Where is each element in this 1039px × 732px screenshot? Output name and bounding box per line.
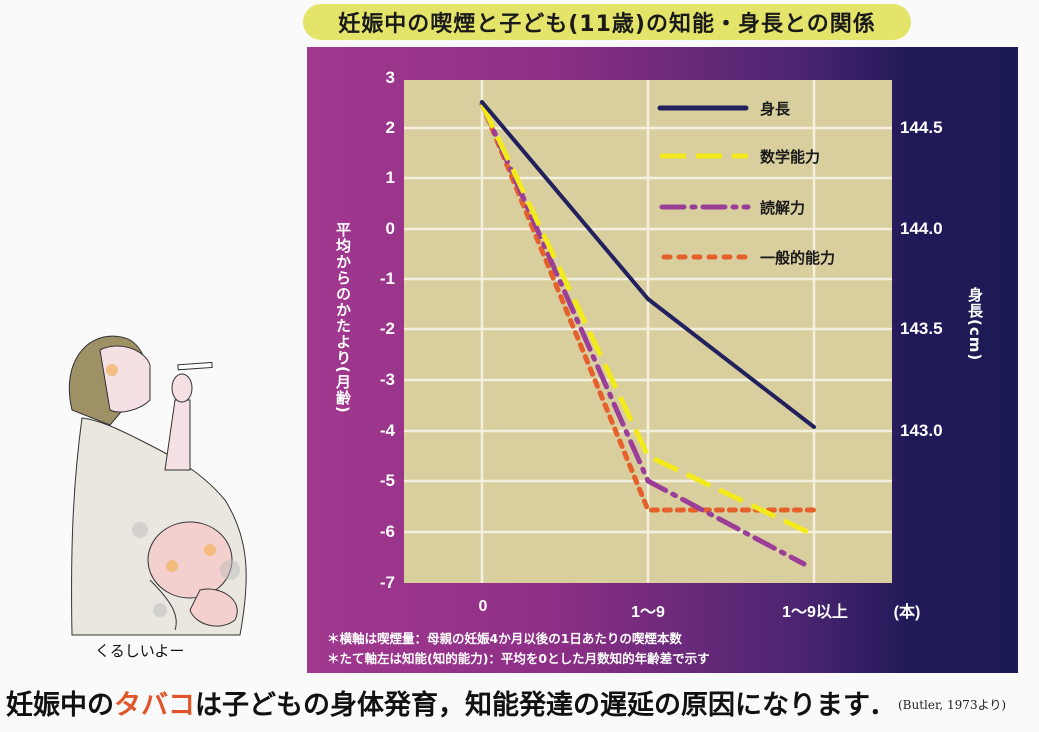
- x-axis-unit: (本): [893, 604, 921, 621]
- ytick: -3: [379, 370, 395, 389]
- legend-item-reading: 読解力: [760, 192, 990, 222]
- legend-item-math: 数学能力: [760, 141, 990, 171]
- ytick: 1: [385, 168, 395, 187]
- ytick: 0: [385, 219, 395, 238]
- series-math: [479, 102, 816, 538]
- footer-text: 妊娠中の: [6, 690, 114, 721]
- ytick: -7: [379, 573, 395, 592]
- legend-label: 読解力: [760, 198, 806, 217]
- ytick: -4: [379, 421, 395, 440]
- legend-label: 身長: [760, 99, 791, 118]
- footnote: ＊横軸は喫煙量：母親の妊娠4か月以後の1日あたりの喫煙本数: [327, 631, 682, 646]
- ytick: -5: [379, 471, 395, 490]
- ytick-right: 144.5: [900, 118, 943, 137]
- legend-label: 数学能力: [760, 147, 821, 166]
- footnote: ＊たて軸左は知能(知的能力)：平均を0とした月数知的年齢差で示す: [327, 651, 710, 666]
- y-axis-label-right: 身長(cm): [966, 287, 984, 362]
- gridlines: [404, 80, 892, 583]
- footer-text: は子どもの身体発育，知能発達の遅延の原因になります．: [195, 690, 896, 721]
- xtick: 1〜9以上: [782, 604, 848, 621]
- legend-label: 一般的能力: [760, 248, 836, 267]
- chart-title: 妊娠中の喫煙と子ども(11歳)の知能・身長との関係: [303, 4, 911, 40]
- xtick: 1〜9: [631, 604, 665, 621]
- ytick: -2: [379, 319, 395, 338]
- ytick: 3: [385, 68, 395, 87]
- ytick-right: 143.0: [900, 421, 943, 440]
- series-height: [480, 100, 816, 429]
- y-axis-label-left: 平均からのかたより(月齢): [334, 222, 352, 414]
- legend-item-height: 身長: [760, 93, 990, 123]
- pregnant-woman-illustration: [68, 335, 247, 636]
- ytick: 2: [385, 118, 395, 137]
- series-reading: [479, 101, 807, 567]
- illustration-caption: くるしいよー: [95, 642, 185, 660]
- footer-message: 妊娠中のタバコは子どもの身体発育，知能発達の遅延の原因になります．: [6, 683, 896, 722]
- citation: (Butler, 1973より): [898, 698, 1007, 712]
- footer-highlight: タバコ: [114, 690, 195, 721]
- ytick-right: 144.0: [900, 219, 943, 238]
- ytick: -6: [379, 522, 395, 541]
- ytick-right: 143.5: [900, 319, 943, 338]
- xtick: 0: [478, 598, 488, 615]
- legend-item-general: 一般的能力: [760, 242, 990, 272]
- ytick: -1: [379, 269, 395, 288]
